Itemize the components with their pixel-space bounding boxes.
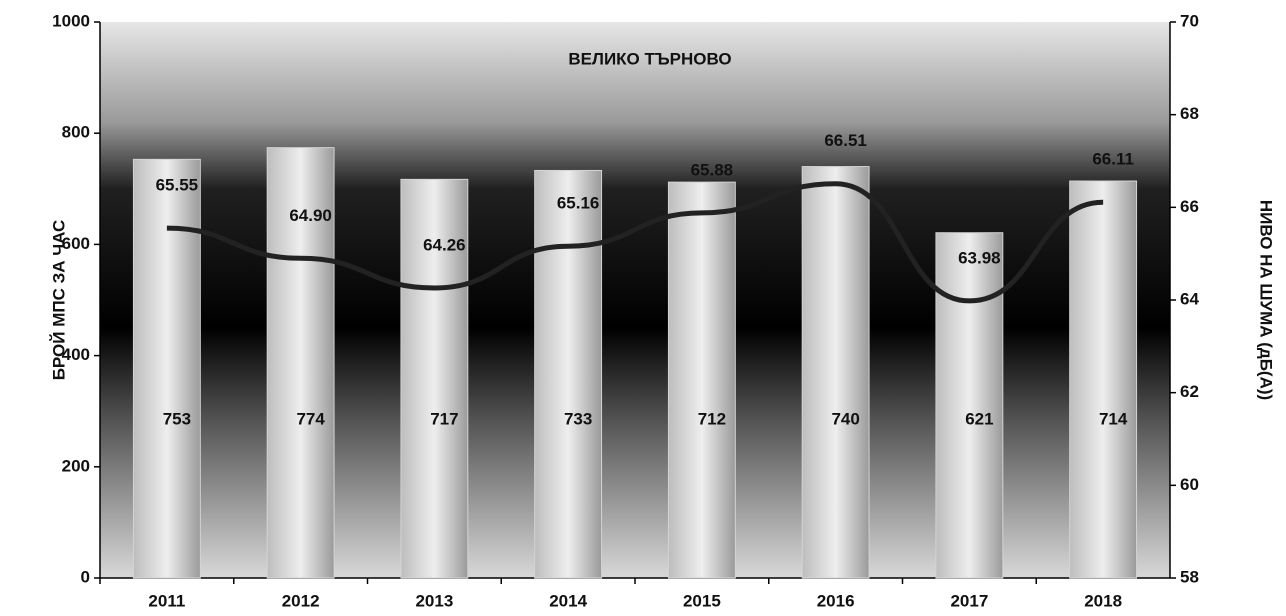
y-tick-label: 0	[81, 567, 90, 586]
bar-value-label: 717	[430, 409, 458, 428]
line-value-label: 65.88	[691, 160, 734, 179]
bar-value-label: 621	[965, 409, 993, 428]
bar	[266, 147, 335, 579]
y-tick-label: 200	[62, 456, 90, 475]
line-value-label: 64.90	[289, 206, 332, 225]
x-tick-label: 2011	[148, 591, 185, 610]
line	[166, 181, 1104, 304]
y-tick-label: 600	[62, 234, 90, 253]
bar	[400, 178, 469, 579]
y-tick-label: 800	[62, 123, 90, 142]
bar-value-label: 753	[163, 409, 191, 428]
line-value-label: 66.51	[824, 131, 867, 150]
bar	[534, 169, 603, 579]
y2-axis-label: НИВО НА ШУМА (дБ(А))	[1257, 200, 1276, 400]
x-tick-label: 2013	[415, 591, 453, 610]
bar	[935, 232, 1004, 579]
line-value-label: 64.26	[423, 235, 466, 254]
line-value-label: 63.98	[958, 248, 1001, 267]
bar	[667, 181, 736, 579]
y2-tick-label: 62	[1180, 382, 1199, 401]
y-tick-label: 400	[62, 345, 90, 364]
bar-value-label: 774	[296, 409, 325, 428]
bar	[132, 158, 201, 579]
y2-tick-label: 58	[1180, 567, 1199, 586]
chart-title: ВЕЛИКО ТЪРНОВО	[568, 49, 731, 68]
line-value-label: 65.55	[156, 176, 199, 195]
x-tick-label: 2012	[282, 591, 320, 610]
bar-value-label: 733	[564, 409, 592, 428]
line-value-label: 66.11	[1092, 150, 1134, 169]
x-tick-label: 2018	[1084, 591, 1122, 610]
y-tick-label: 1000	[52, 11, 90, 30]
x-tick-label: 2016	[817, 591, 855, 610]
y-axis-label: БРОЙ МПС ЗА ЧАС	[49, 220, 68, 381]
y2-tick-label: 68	[1180, 104, 1199, 123]
y2-tick-label: 60	[1180, 475, 1199, 494]
y2-tick-label: 64	[1180, 289, 1199, 308]
line-value-label: 65.16	[557, 194, 600, 213]
bar-value-label: 714	[1099, 409, 1128, 428]
x-tick-label: 2017	[950, 591, 988, 610]
plot-background	[100, 22, 1170, 578]
bar-value-label: 712	[698, 409, 726, 428]
y2-tick-label: 70	[1180, 11, 1199, 30]
x-tick-label: 2014	[549, 591, 587, 610]
bar	[1069, 180, 1138, 579]
x-tick-label: 2015	[683, 591, 721, 610]
bar-value-label: 740	[831, 409, 859, 428]
bar	[801, 166, 870, 579]
y2-tick-label: 66	[1180, 197, 1199, 216]
